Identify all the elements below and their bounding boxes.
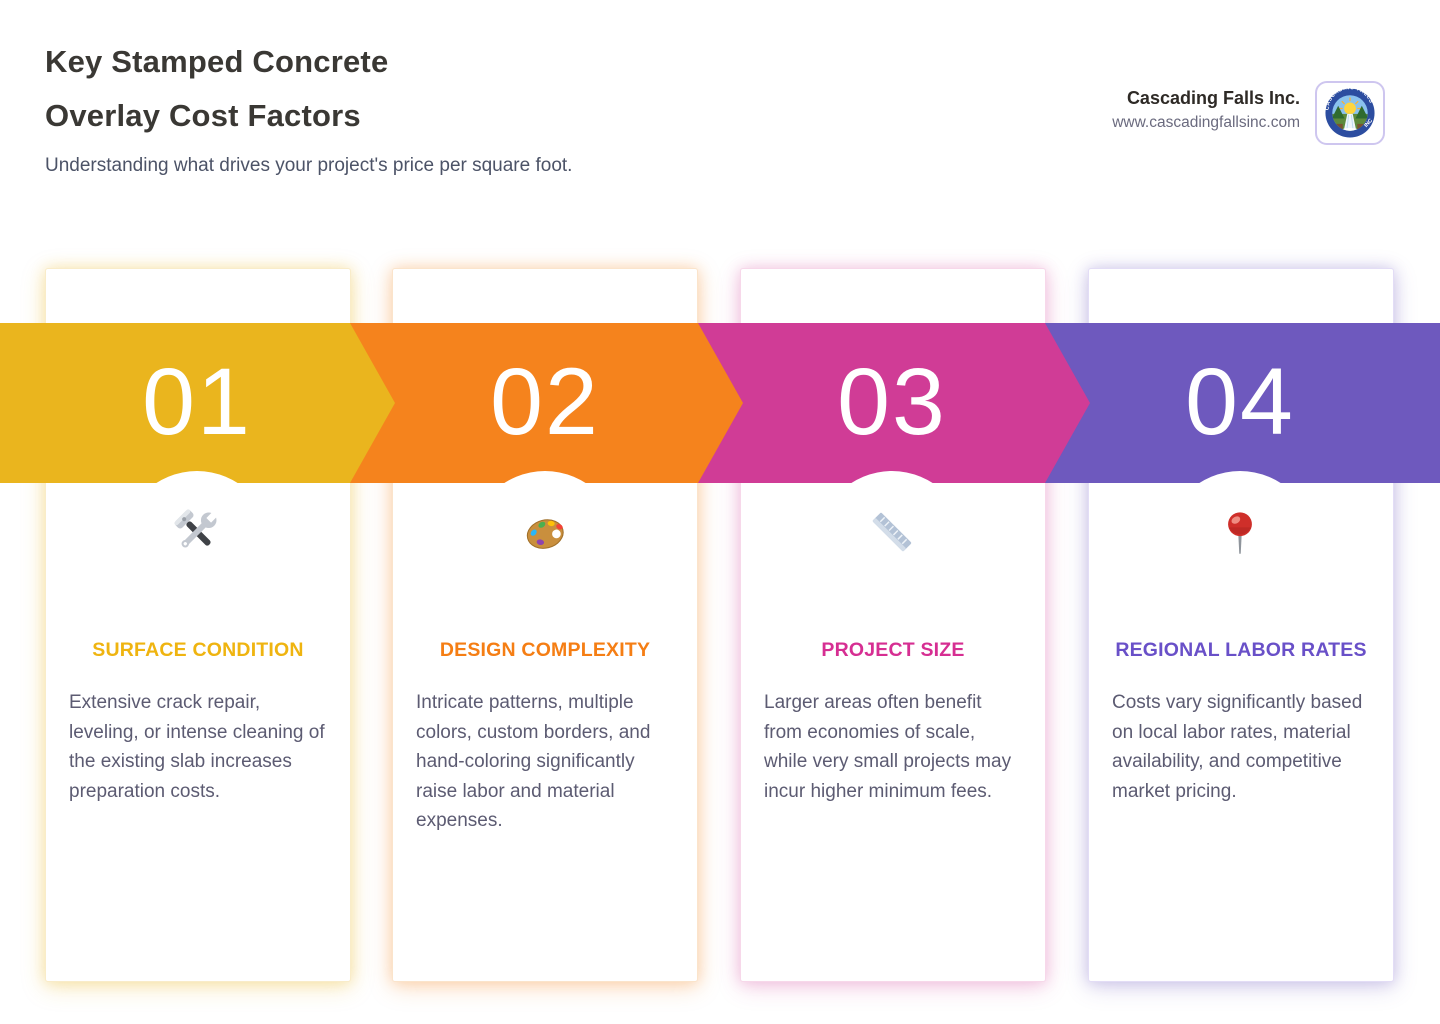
step-number-4: 04 [1185,349,1295,455]
card-2-description: Intricate patterns, multiple colors, cus… [416,692,651,831]
chevron-3 [695,323,1090,483]
brand-block: Cascading Falls Inc. www.cascadingfallsi… [1112,88,1300,132]
card-1-title: SURFACE CONDITION [92,639,304,661]
chevron-1 [0,323,395,483]
step-band: 01 02 03 04 [0,323,1440,483]
card-3-description: Larger areas often benefit from economie… [764,692,1012,802]
company-logo: CASCADING FALLS INC [1315,81,1385,145]
card-4-title: REGIONAL LABOR RATES [1115,639,1367,661]
tools-icon [168,503,226,561]
pushpin-icon [1211,503,1269,561]
chevron-2 [347,323,743,483]
card-4-description: Costs vary significantly based on local … [1112,692,1363,802]
page-title-line2: Overlay Cost Factors [45,98,361,133]
card-2-title: DESIGN COMPLEXITY [439,639,651,661]
page-title-line1: Key Stamped Concrete [45,44,389,79]
logo-arc-text-bottom: INC [1363,118,1374,129]
card-1-description: Extensive crack repair, leveling, or int… [69,692,325,802]
palette-icon [516,503,574,561]
step-number-1: 01 [142,349,252,455]
brand-name: Cascading Falls Inc. [1126,88,1300,108]
brand-website: www.cascadingfallsinc.com [1112,114,1300,131]
cascading-falls-logo-icon: CASCADING FALLS INC [1325,85,1375,138]
card-3-title: PROJECT SIZE [821,639,965,661]
page-subtitle: Understanding what drives your project's… [45,155,573,176]
ruler-icon [863,503,921,561]
step-number-2: 02 [490,349,600,455]
step-number-3: 03 [837,349,947,455]
chevron-4 [1042,323,1440,483]
icon-circle-3 [817,471,967,621]
icon-circle-1 [122,471,272,621]
